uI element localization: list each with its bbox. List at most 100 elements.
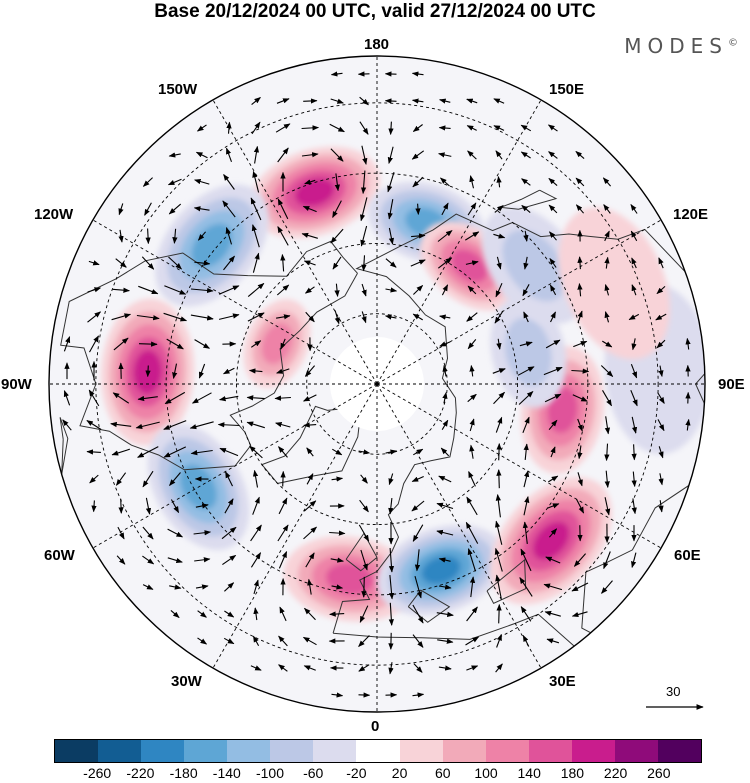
wind-vector xyxy=(631,444,637,461)
wind-vector xyxy=(517,366,535,376)
wind-vector xyxy=(522,416,530,434)
wind-vector xyxy=(388,227,395,245)
wind-vector xyxy=(142,470,154,488)
wind-vector xyxy=(301,125,320,131)
wind-vector xyxy=(571,368,590,374)
wind-vector xyxy=(630,203,638,214)
wind-vector xyxy=(655,313,667,321)
wind-vector xyxy=(359,499,369,513)
wind-vector xyxy=(252,252,260,273)
wind-vector xyxy=(136,314,160,321)
wind-vector xyxy=(465,231,480,241)
coastline-path xyxy=(345,532,378,572)
anomaly-center xyxy=(243,299,311,388)
wind-vector xyxy=(437,638,454,644)
wind-vector xyxy=(469,418,475,432)
wind-vector xyxy=(545,339,561,349)
wind-vector xyxy=(361,311,367,324)
wind-vector xyxy=(385,287,398,293)
colorbar-bin xyxy=(356,740,400,762)
wind-vector xyxy=(225,226,233,245)
colorbar-tick-label: -180 xyxy=(169,765,198,781)
wind-vector xyxy=(246,421,265,429)
wind-vector xyxy=(604,256,610,269)
wind-vector xyxy=(493,391,505,405)
colorbar-bin xyxy=(399,740,443,762)
wind-vector xyxy=(112,392,130,404)
wind-vector xyxy=(630,364,638,379)
wind-vector xyxy=(388,547,395,573)
wind-vector xyxy=(604,230,610,242)
wind-vector xyxy=(520,606,532,622)
wind-vector xyxy=(118,203,124,216)
wind-vector xyxy=(223,173,235,190)
wind-vector xyxy=(87,311,102,323)
wind-vector xyxy=(304,179,316,185)
anomaly-contour xyxy=(421,556,461,585)
wind-vector xyxy=(411,150,425,160)
wind-vector xyxy=(388,575,395,600)
wind-vector xyxy=(413,285,424,295)
wind-vector xyxy=(62,419,72,431)
wind-vector xyxy=(492,368,506,374)
wind-vector xyxy=(495,663,503,673)
wind-vector xyxy=(466,98,478,104)
wind-vector xyxy=(602,177,612,187)
colorbar-tick-label: 140 xyxy=(517,765,541,781)
wind-vector xyxy=(657,419,665,432)
meridian-line xyxy=(92,383,378,549)
wind-vector xyxy=(412,692,425,698)
colorbar-tick-label: -100 xyxy=(255,765,285,781)
wind-vector xyxy=(190,449,213,456)
wind-vector xyxy=(358,524,370,542)
wind-vector xyxy=(469,364,475,377)
wind-vector xyxy=(137,395,158,402)
wind-vector xyxy=(251,224,260,248)
wind-vector xyxy=(252,496,260,515)
wind-vector xyxy=(571,611,588,618)
wind-vector xyxy=(466,606,478,622)
wind-vector xyxy=(603,551,611,570)
wind-vector xyxy=(388,121,394,136)
wind-vector xyxy=(602,390,612,407)
wind-vector xyxy=(546,503,560,509)
wind-vector xyxy=(658,257,664,269)
wind-vector xyxy=(411,98,424,104)
wind-vector xyxy=(520,124,532,132)
wind-vector xyxy=(280,253,286,272)
latitude-circle xyxy=(95,102,659,666)
wind-vector xyxy=(495,416,503,433)
wind-vector xyxy=(247,282,265,298)
wind-vector xyxy=(436,611,454,617)
wind-vector xyxy=(304,286,315,294)
colorbar-bin xyxy=(98,740,142,762)
wind-vector xyxy=(332,448,343,456)
wind-vector xyxy=(248,368,263,374)
wind-vector xyxy=(573,553,587,567)
wind-vector xyxy=(142,526,154,540)
wind-vector xyxy=(413,663,423,673)
wind-vector xyxy=(304,607,316,621)
wind-vector xyxy=(138,285,159,295)
wind-vector xyxy=(523,256,529,270)
wind-vector xyxy=(467,393,477,403)
wind-vector xyxy=(546,638,560,644)
wind-vector xyxy=(135,421,160,430)
anomaly-center xyxy=(377,524,506,616)
wind-vector xyxy=(411,500,425,512)
wind-vector xyxy=(276,314,291,320)
meridian-line xyxy=(376,383,662,549)
wind-vector xyxy=(604,283,610,296)
wind-vector xyxy=(410,259,426,267)
wind-vector xyxy=(549,231,557,241)
anomaly-contour xyxy=(451,249,488,283)
wind-vector xyxy=(113,337,129,351)
wind-vector xyxy=(523,443,529,460)
wind-vector xyxy=(225,147,233,162)
colorbar-tick-label: 20 xyxy=(391,765,408,781)
anomaly-center xyxy=(155,184,269,307)
wind-vector xyxy=(467,285,477,295)
wind-vector xyxy=(145,497,152,515)
wind-vector xyxy=(522,521,529,544)
wind-vector xyxy=(465,636,480,646)
